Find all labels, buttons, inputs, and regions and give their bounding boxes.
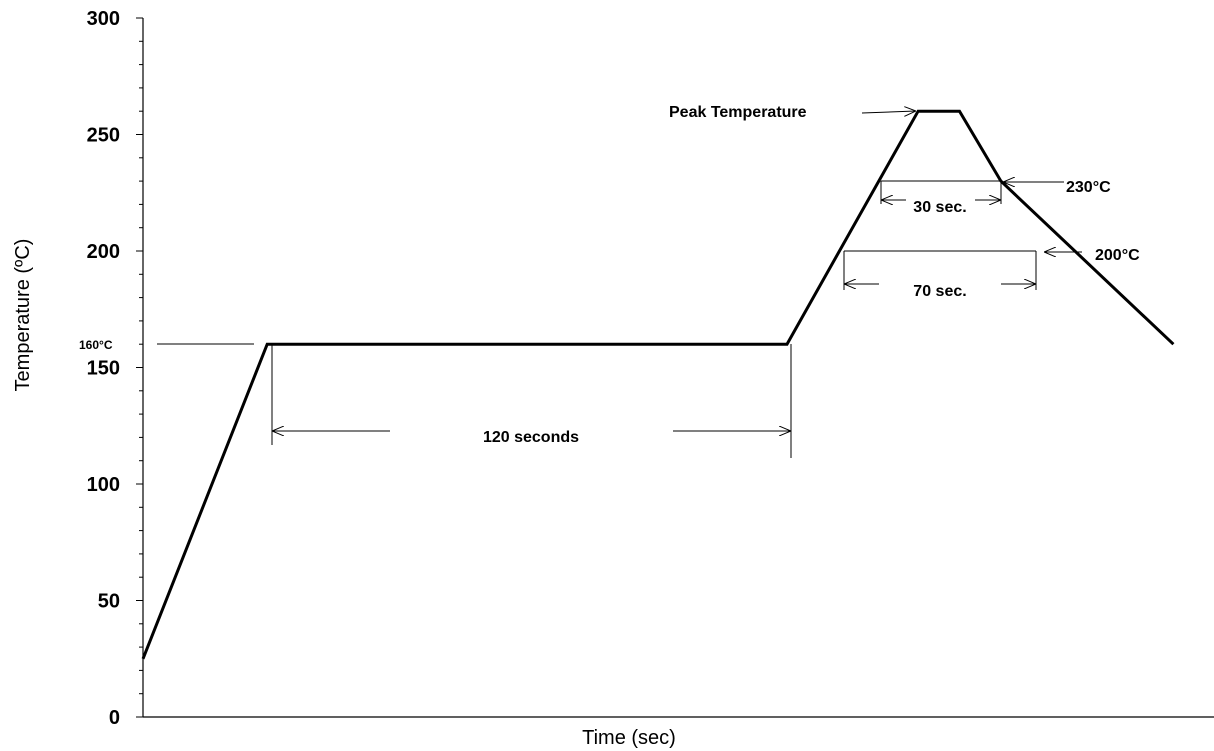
y-tick-label: 300: [87, 8, 120, 30]
x-axis-title: Time (sec): [582, 727, 676, 749]
annotations: 160°C 120 seconds Peak Temperature 30 se…: [79, 104, 1140, 458]
y-axis-title: Temperature (ºC): [12, 239, 34, 392]
peak-arrow: [861, 111, 916, 113]
axes: 0 50 100 150 200 250 300: [87, 8, 1214, 729]
y-ticks: 0 50 100 150 200 250 300: [87, 8, 143, 729]
y-tick-label: 100: [87, 474, 120, 496]
span-200-label: 70 sec.: [913, 283, 966, 300]
temperature-profile-line: [141, 109, 1175, 660]
preheat-duration-label: 120 seconds: [483, 429, 579, 446]
y-tick-label: 250: [87, 125, 120, 147]
y-tick-label: 0: [109, 707, 120, 729]
preheat-temp-label: 160°C: [79, 338, 113, 352]
span-230-label: 30 sec.: [913, 199, 966, 216]
y-tick-label: 200: [87, 241, 120, 263]
y-tick-label: 50: [98, 591, 120, 613]
level-200-label: 200°C: [1095, 247, 1140, 264]
y-tick-label: 150: [87, 358, 120, 380]
peak-label: Peak Temperature: [669, 104, 807, 121]
level-230-label: 230°C: [1066, 179, 1111, 196]
